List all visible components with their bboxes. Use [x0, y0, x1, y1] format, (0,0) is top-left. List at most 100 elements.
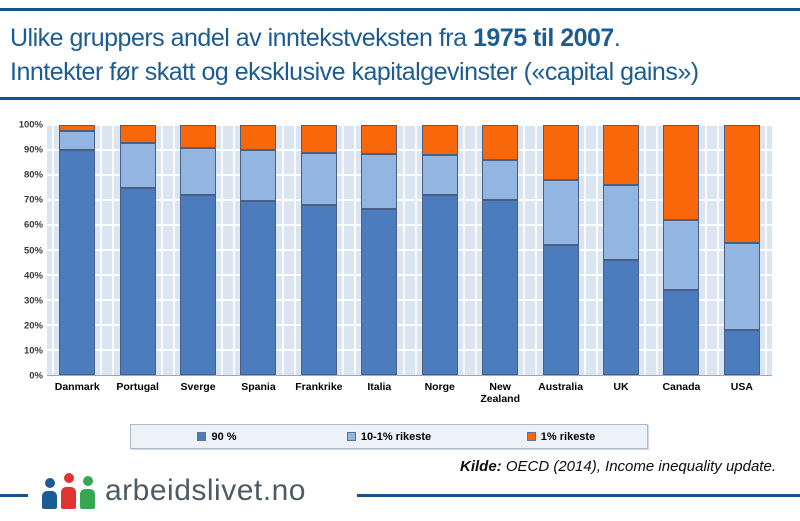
x-axis-label: UK: [613, 381, 629, 393]
logo-text: arbeidslivet.no: [105, 474, 306, 507]
category-slot-frankrike: [289, 125, 349, 375]
stacked-bar-norge: [421, 125, 458, 375]
x-axis-label: Danmark: [54, 381, 100, 393]
x-axis-label: Australia: [538, 381, 584, 393]
gridline: [47, 299, 772, 301]
bar-segment: [59, 125, 96, 132]
category-slot-norge: [410, 125, 470, 375]
bar-segment: [542, 245, 579, 375]
bar-segment: [603, 185, 639, 260]
y-tick-label: 50%: [23, 245, 43, 256]
y-tick-label: 20%: [23, 320, 43, 332]
stacked-bar-danmark: [59, 125, 96, 375]
bar-segment: [421, 155, 458, 195]
x-axis-label: Portugal: [116, 381, 159, 393]
bar-segment: [240, 201, 277, 375]
stacked-bar-frankrike: [300, 125, 337, 375]
x-axis-label: Frankrike: [295, 381, 343, 393]
legend-marker-icon: [346, 432, 356, 441]
bar-segment: [361, 208, 398, 375]
bar-segment: [542, 180, 579, 245]
y-tick-label: 90%: [23, 144, 43, 156]
legend: 90 % 10-1% rikeste 1% rikeste: [130, 424, 648, 449]
x-axis-label: Canada: [662, 381, 701, 393]
bar-segment: [180, 195, 217, 375]
gridline: [47, 249, 772, 251]
header-bottom-rule: [0, 97, 800, 100]
legend-label: 90 %: [211, 430, 237, 443]
y-tick-label: 80%: [23, 169, 43, 181]
gridline: [47, 149, 772, 151]
footer-rule-right: [357, 494, 800, 497]
person-icon-blue: [42, 478, 57, 509]
bar-segment: [240, 125, 277, 150]
bar-segment: [59, 150, 96, 375]
stacked-bar-italia: [361, 125, 398, 375]
bar-segment: [119, 142, 156, 188]
category-slot-spania: [228, 125, 288, 375]
x-axis-label: Sverge: [180, 381, 216, 393]
category-slot-danmark: [47, 125, 107, 375]
arbeidslivet-logo-icon: [42, 471, 95, 509]
person-icon-green: [80, 476, 95, 509]
category-slot-australia: [530, 125, 590, 375]
stacked-bar-uk: [603, 125, 639, 375]
gridline: [47, 324, 772, 326]
y-tick-label: 0%: [29, 370, 43, 382]
x-axis-label: Italia: [367, 381, 392, 393]
y-tick-label: 60%: [23, 219, 43, 231]
gridline: [47, 174, 772, 176]
x-axis-label: New Zealand: [480, 381, 520, 405]
person-icon-red: [61, 473, 76, 509]
title-line1-prefix: Ulike gruppers andel av inntekstveksten …: [10, 24, 473, 52]
bar-segment: [300, 205, 337, 375]
stacked-bar-sverge: [180, 125, 217, 375]
source-text: OECD (2014), Income inequality update.: [501, 458, 776, 475]
source-note: Kilde: OECD (2014), Income inequality up…: [460, 458, 776, 475]
legend-label: 1% rikeste: [540, 430, 596, 443]
y-axis: 0% 10% 20% 30% 40% 50% 60% 70% 80% 90% 100%: [0, 120, 43, 381]
category-slot-italia: [349, 125, 409, 375]
x-axis-label: Spania: [241, 381, 276, 393]
y-tick-label: 30%: [23, 295, 43, 307]
title-line1-bold: 1975 til 2007: [472, 24, 614, 52]
plot-area: [47, 124, 772, 376]
category-slot-usa: [712, 125, 772, 375]
legend-marker-icon: [197, 432, 207, 441]
y-tick-label: 10%: [23, 345, 43, 357]
y-tick-label: 40%: [23, 270, 43, 282]
category-slot-new-zealand: [470, 125, 530, 375]
bar-segment: [723, 330, 760, 375]
legend-marker-icon: [526, 432, 536, 441]
bar-segment: [421, 125, 458, 155]
y-tick-label: 70%: [23, 194, 43, 206]
bar-segment: [482, 200, 519, 375]
header-top-rule: [0, 8, 800, 11]
bar-segment: [240, 150, 277, 202]
gridline: [47, 124, 772, 126]
bar-segment: [482, 160, 519, 200]
bar-segment: [180, 125, 217, 148]
bar-segment: [663, 125, 700, 220]
bar-segment: [482, 125, 519, 160]
gridline: [47, 199, 772, 201]
gridline: [47, 224, 772, 226]
stacked-bar-australia: [542, 125, 579, 375]
bar-segment: [603, 125, 639, 185]
legend-item: 90 %: [131, 431, 303, 443]
gridline: [47, 274, 772, 276]
bar-segment: [723, 242, 760, 330]
category-slot-uk: [591, 125, 651, 375]
stacked-bar-portugal: [119, 125, 156, 375]
bar-segment: [542, 125, 579, 180]
footer-rule-left: [0, 494, 28, 497]
x-axis-labels: Danmark Portugal Sverge Spania Frankrike Ital…: [47, 381, 772, 405]
bar-segment: [119, 187, 156, 375]
bar-segment: [663, 290, 700, 375]
category-slot-canada: [651, 125, 711, 375]
bar-segment: [361, 153, 398, 209]
bar-segment: [723, 125, 760, 243]
title-line-1: Ulike gruppers andel av inntekstveksten …: [10, 21, 800, 55]
category-slot-sverge: [168, 125, 228, 375]
legend-item: 10-1% rikeste: [303, 431, 475, 443]
